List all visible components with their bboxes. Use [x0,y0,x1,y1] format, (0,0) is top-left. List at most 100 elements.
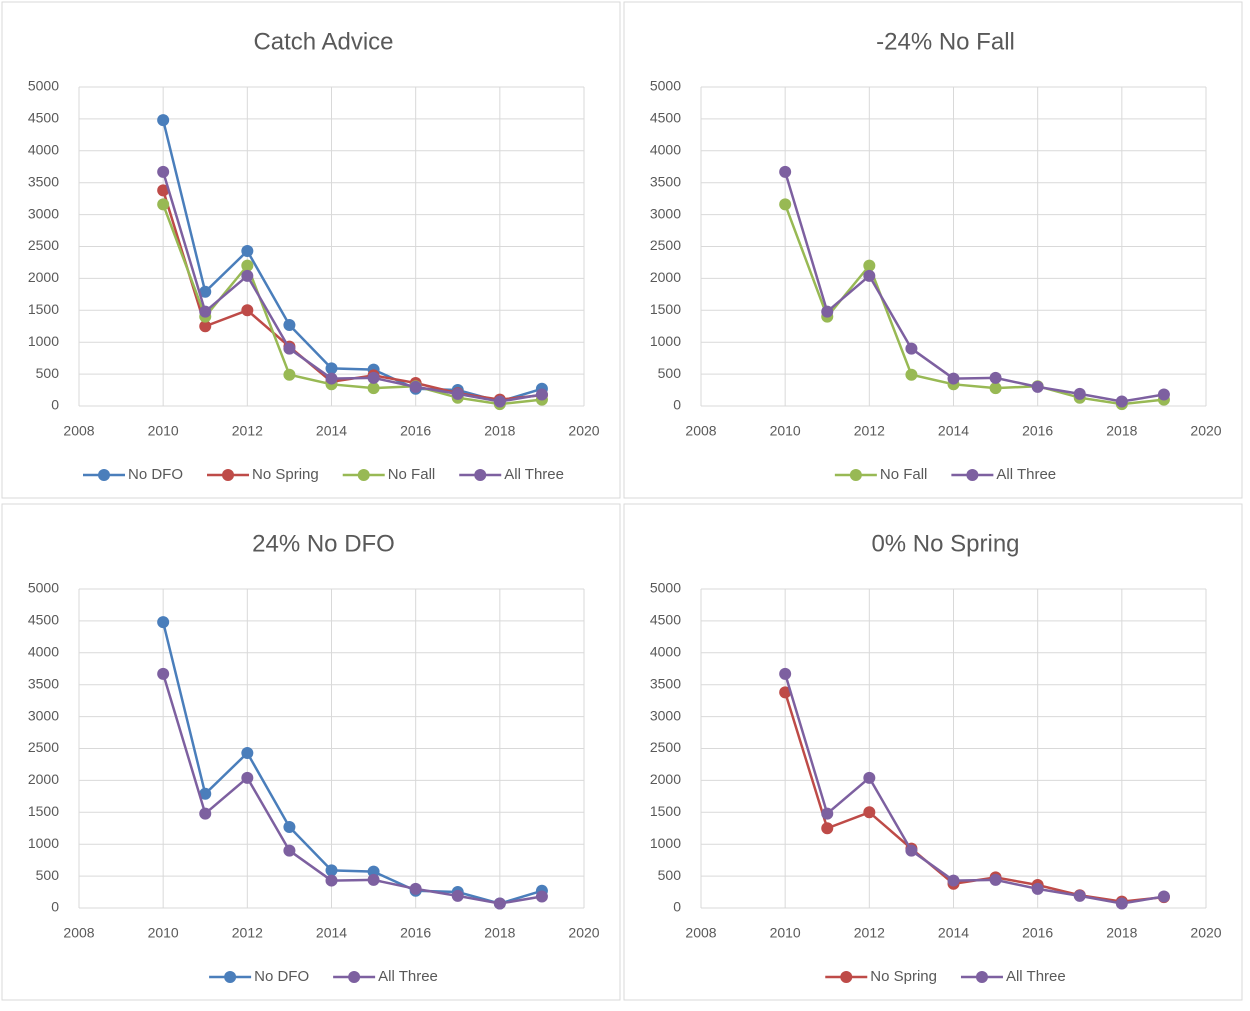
data-point [283,820,296,833]
data-point [1031,882,1044,895]
data-point [821,822,834,835]
x-tick-label: 2020 [1190,925,1221,941]
legend-marker [975,971,988,983]
y-tick-label: 4000 [650,644,681,660]
data-point [325,874,338,887]
legend-label: All Three [1006,968,1066,985]
x-tick-label: 2014 [316,423,347,439]
y-tick-label: 4500 [28,612,59,628]
legend-marker [98,469,110,481]
series-line [783,203,1165,406]
chart-panel: Catch Advice 0 500 1000 1500 2000 2500 3000 3500… [1,1,621,499]
x-tick-label: 2018 [484,925,515,941]
data-point [157,616,170,629]
chart-panel: 0% No Spring 0 500 1000 1500 2000 2500 3000 3500… [623,503,1243,1001]
data-point [905,844,918,857]
x-tick-label: 2020 [1190,423,1221,439]
data-point [199,807,212,820]
legend-label: No Fall [880,466,928,483]
data-point [199,305,212,318]
panel-border [623,503,1243,1001]
x-tick-label: 2008 [685,423,716,439]
y-tick-label: 1500 [650,803,681,819]
y-tick-label: 500 [36,867,60,883]
data-point [493,395,506,408]
legend: No DFO All Three [209,968,438,985]
data-point [821,305,834,318]
y-tick-label: 2000 [28,269,59,285]
panel-border [1,1,621,499]
data-point [241,244,254,257]
data-point [989,382,1002,395]
x-tick-label: 2012 [232,925,263,941]
y-tick-label: 500 [36,365,60,381]
x-tick-label: 2008 [63,925,94,941]
y-tick-label: 4500 [28,110,59,126]
y-tick-label: 0 [51,397,59,413]
x-tick-label: 2010 [770,423,801,439]
y-tick-label: 4000 [28,644,59,660]
data-point [863,259,876,272]
legend-marker [474,469,487,481]
y-tick-label: 3500 [650,173,681,189]
data-point [199,787,212,800]
data-point [493,897,506,910]
chart-title: 0% No Spring [871,530,1019,557]
y-tick-label: 0 [673,397,681,413]
x-tick-label: 2020 [568,423,599,439]
legend-marker [357,469,370,481]
data-point [283,342,296,355]
x-tick-label: 2008 [63,423,94,439]
y-tick-label: 3000 [28,205,59,221]
data-point [1157,388,1170,401]
y-tick-label: 5000 [650,78,681,94]
y-tick-label: 3500 [28,675,59,691]
data-point [409,380,422,393]
legend-marker [966,469,979,481]
data-point [1073,387,1086,400]
y-tick-label: 2000 [650,771,681,787]
x-tick-label: 2020 [568,925,599,941]
y-tick-label: 0 [51,899,59,915]
data-point [451,387,464,400]
chart-title: -24% No Fall [876,28,1015,55]
y-tick-label: 1500 [28,803,59,819]
x-tick-label: 2008 [685,925,716,941]
y-tick-label: 2500 [28,237,59,253]
legend-label: All Three [996,466,1056,483]
data-point [241,746,254,759]
data-point [367,371,380,384]
y-tick-label: 3000 [28,707,59,723]
x-tick-label: 2012 [854,423,885,439]
data-point [283,368,296,381]
series-line [783,691,1165,903]
x-tick-label: 2014 [316,925,347,941]
data-point [905,368,918,381]
series-line [161,673,543,905]
data-point [947,372,960,385]
x-tick-label: 2016 [1022,423,1053,439]
legend-label: No DFO [128,466,183,483]
data-point [779,198,792,211]
data-point [199,285,212,298]
data-point [367,873,380,886]
y-tick-label: 3000 [650,707,681,723]
legend-marker [849,469,862,481]
panel-border [1,503,621,1001]
data-point [905,342,918,355]
data-point [779,165,792,178]
data-point [535,890,548,903]
x-tick-label: 2018 [1106,423,1137,439]
data-point [779,667,792,680]
y-tick-label: 1500 [650,301,681,317]
x-tick-label: 2010 [148,423,179,439]
data-point [241,771,254,784]
data-point [989,873,1002,886]
data-point [779,686,792,699]
x-tick-label: 2012 [232,423,263,439]
y-tick-label: 1000 [28,835,59,851]
data-point [157,114,170,127]
data-point [409,882,422,895]
data-point [283,318,296,331]
